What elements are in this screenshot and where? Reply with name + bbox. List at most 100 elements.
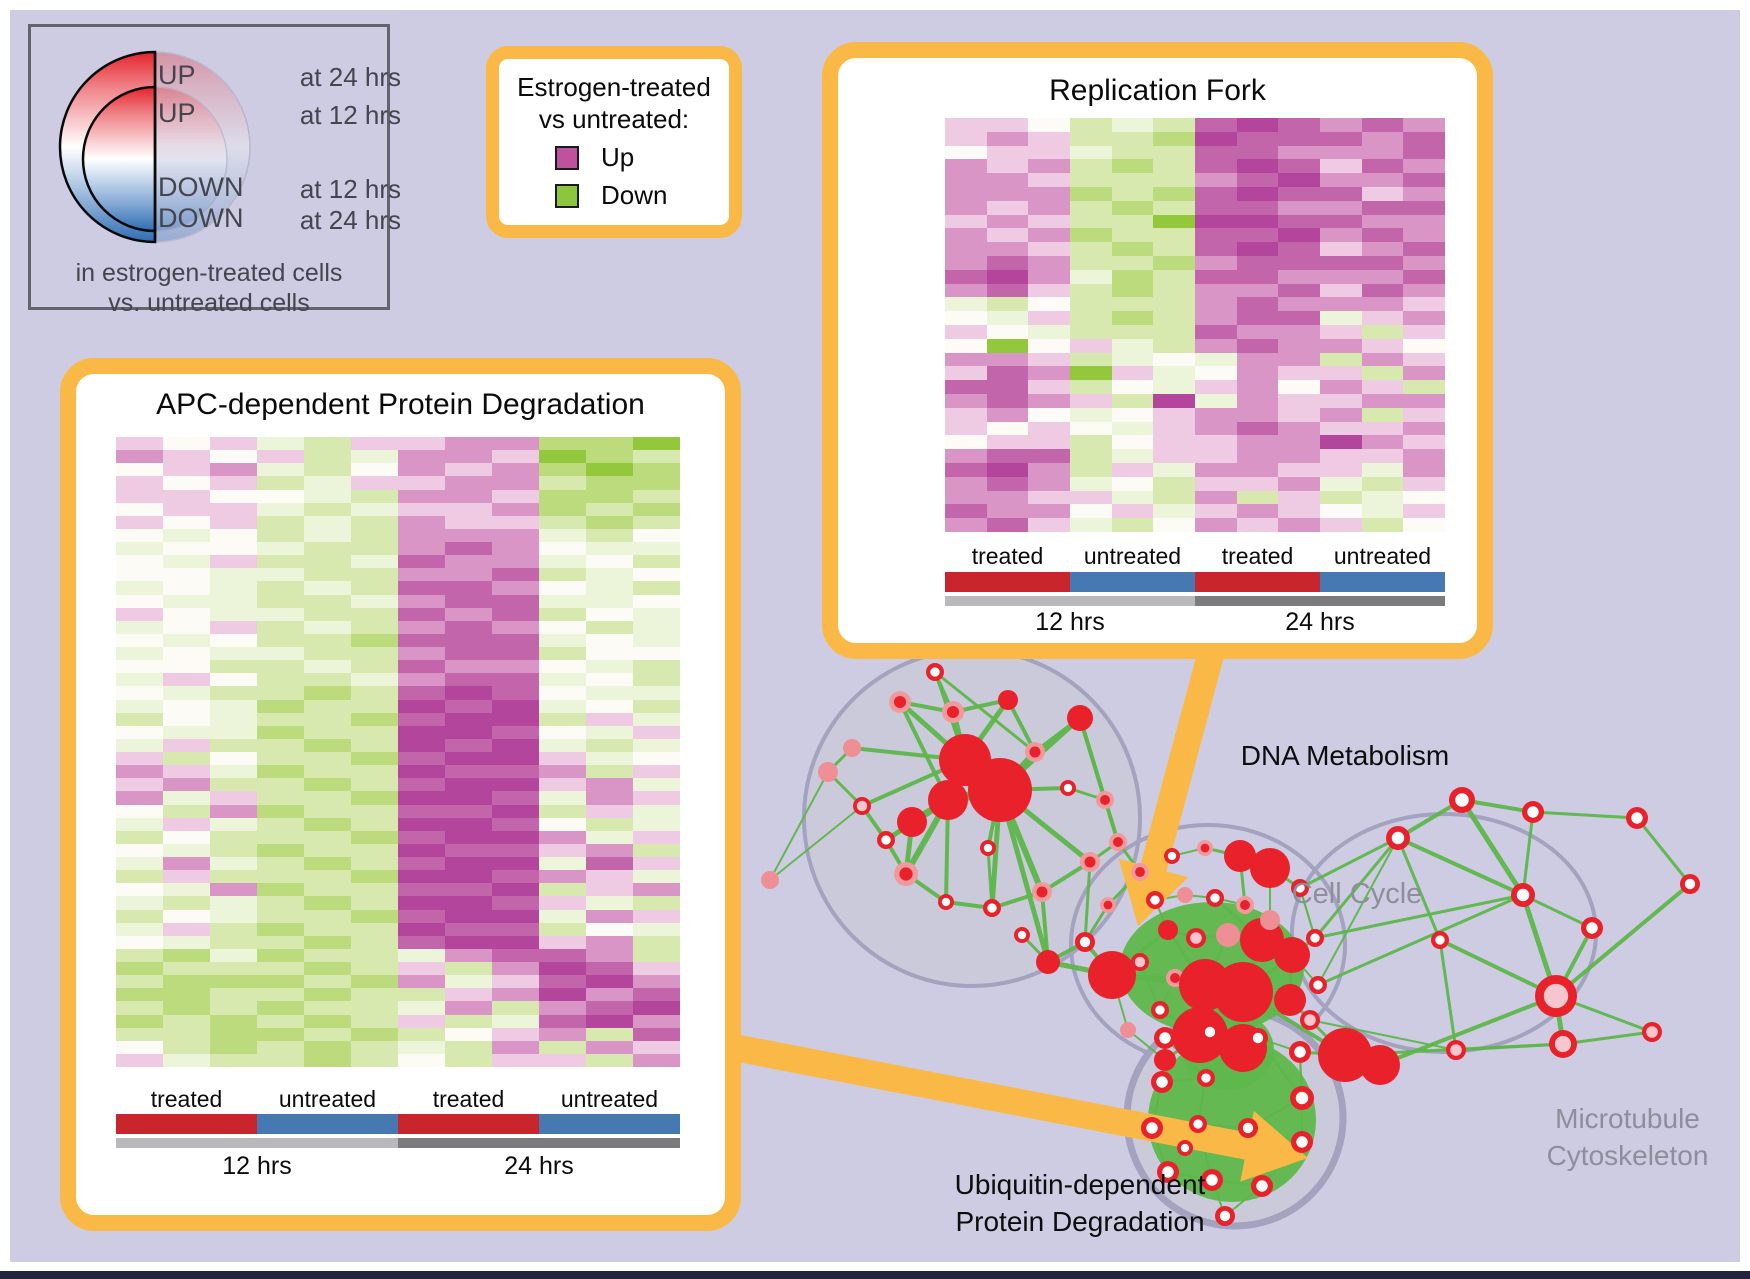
heatmap-cell: [257, 778, 304, 792]
heatmap-cell: [163, 437, 210, 451]
heatmap-cell: [1236, 283, 1279, 298]
heatmap-cell: [304, 843, 351, 857]
heatmap-cell: [398, 909, 445, 923]
heatmap-cell: [304, 699, 351, 713]
heatmap-cell: [351, 883, 398, 897]
heatmap-cell: [1153, 187, 1195, 201]
heatmap-cell: [351, 778, 398, 792]
heatmap-cell: [210, 791, 257, 805]
heatmap-cell: [1278, 311, 1320, 325]
heatmap-cell: [257, 752, 304, 766]
heatmap-cell: [1278, 338, 1320, 353]
heatmap-cell: [398, 620, 445, 634]
heatmap-cell: [445, 555, 492, 569]
heatmap-cell: [1195, 228, 1237, 243]
heatmap-cell: [633, 673, 680, 687]
heatmap-cell: [1236, 518, 1279, 532]
network-node-solid: [1172, 1007, 1228, 1063]
heatmap-cell: [633, 870, 680, 884]
network-node-open: [1238, 1118, 1258, 1138]
heatmap-cell: [1320, 200, 1362, 215]
heatmap-cell: [586, 778, 633, 792]
heatmap-cell: [633, 1014, 680, 1028]
network-edge: [1438, 938, 1458, 1052]
heatmap-cell: [539, 502, 586, 516]
heatmap-cell: [304, 437, 351, 451]
network-node-pink: [843, 739, 861, 757]
heatmap-cell: [210, 555, 257, 569]
heatmap-cell: [445, 660, 492, 674]
heatmap-cell: [1111, 187, 1154, 201]
network-edge: [1635, 816, 1692, 886]
heatmap-cell: [986, 297, 1029, 312]
heatmap-cell: [1195, 504, 1237, 519]
heatmap-cell: [1028, 380, 1070, 394]
heatmap-cell: [1153, 490, 1195, 505]
network-node-open: [1151, 1001, 1169, 1019]
heatmap-cell: [116, 778, 163, 792]
heatmap-cell: [1278, 407, 1320, 422]
rep-column-labels: treated untreated treated untreated: [945, 543, 1445, 571]
heatmap-cell: [1236, 338, 1279, 353]
heatmap-cell: [539, 1053, 586, 1067]
ring-legend-dir-2: UP: [158, 98, 196, 128]
heatmap-cell: [116, 555, 163, 569]
heatmap-cell: [1111, 476, 1154, 491]
network-node-halo: [1197, 840, 1213, 856]
heatmap-cell: [1403, 449, 1445, 463]
heatmap-cell: [986, 352, 1029, 367]
heatmap-cell: [1403, 214, 1445, 229]
time-bar: [398, 1138, 680, 1148]
heatmap-cell: [351, 1053, 398, 1067]
heatmap-cell: [492, 765, 539, 779]
heatmap-cell: [257, 647, 304, 661]
heatmap-cell: [1028, 131, 1070, 146]
heatmap-cell: [586, 883, 633, 897]
heatmap-cell: [163, 909, 210, 923]
heatmap-cell: [539, 988, 586, 1002]
heatmap-cell: [492, 673, 539, 687]
heatmap-cell: [1403, 187, 1445, 201]
heatmap-cell: [492, 870, 539, 884]
heatmap-cell: [398, 594, 445, 608]
heatmap-cell: [398, 883, 445, 897]
heatmap-cell: [1111, 338, 1154, 353]
network-edge: [1309, 1019, 1457, 1051]
network-edge: [1316, 893, 1525, 987]
heatmap-cell: [986, 256, 1029, 270]
network-node-open: [983, 899, 1001, 917]
heatmap-cell: [163, 633, 210, 647]
heatmap-cell: [351, 896, 398, 910]
heatmap-cell: [1403, 366, 1445, 381]
heatmap-cell: [586, 1001, 633, 1015]
heatmap-cell: [586, 843, 633, 857]
heatmap-cell: [1028, 421, 1070, 436]
heatmap-cell: [1361, 242, 1404, 256]
heatmap-cell: [1403, 490, 1445, 505]
heatmap-cell: [304, 778, 351, 792]
network-node-halo: [1096, 791, 1114, 809]
heatmap-cell: [492, 542, 539, 556]
network-node-open: [1291, 1131, 1313, 1153]
network-node-open: [926, 663, 944, 681]
heatmap-cell: [1111, 145, 1154, 160]
heatmap-cell: [351, 948, 398, 962]
heatmap-cell: [1195, 283, 1237, 298]
heatmap-cell: [1403, 159, 1445, 174]
heatmap-cell: [1195, 159, 1237, 174]
heatmap-cell: [398, 437, 445, 451]
heatmap-cell: [1195, 421, 1237, 436]
heatmap-cell: [1361, 518, 1404, 532]
network-node-openpink: [1535, 975, 1577, 1017]
cluster-label-ubiquitin-line2: Protein Degradation: [955, 1206, 1205, 1237]
heatmap-cell: [633, 686, 680, 700]
heatmap-cell: [945, 407, 987, 422]
heatmap-cell: [116, 686, 163, 700]
column-group-label: treated: [971, 543, 1044, 569]
heatmap-cell: [1236, 173, 1279, 187]
heatmap-cell: [1070, 145, 1112, 160]
heatmap-cell: [351, 1001, 398, 1015]
heatmap-cell: [1403, 407, 1445, 422]
network-node-open: [1449, 787, 1475, 813]
